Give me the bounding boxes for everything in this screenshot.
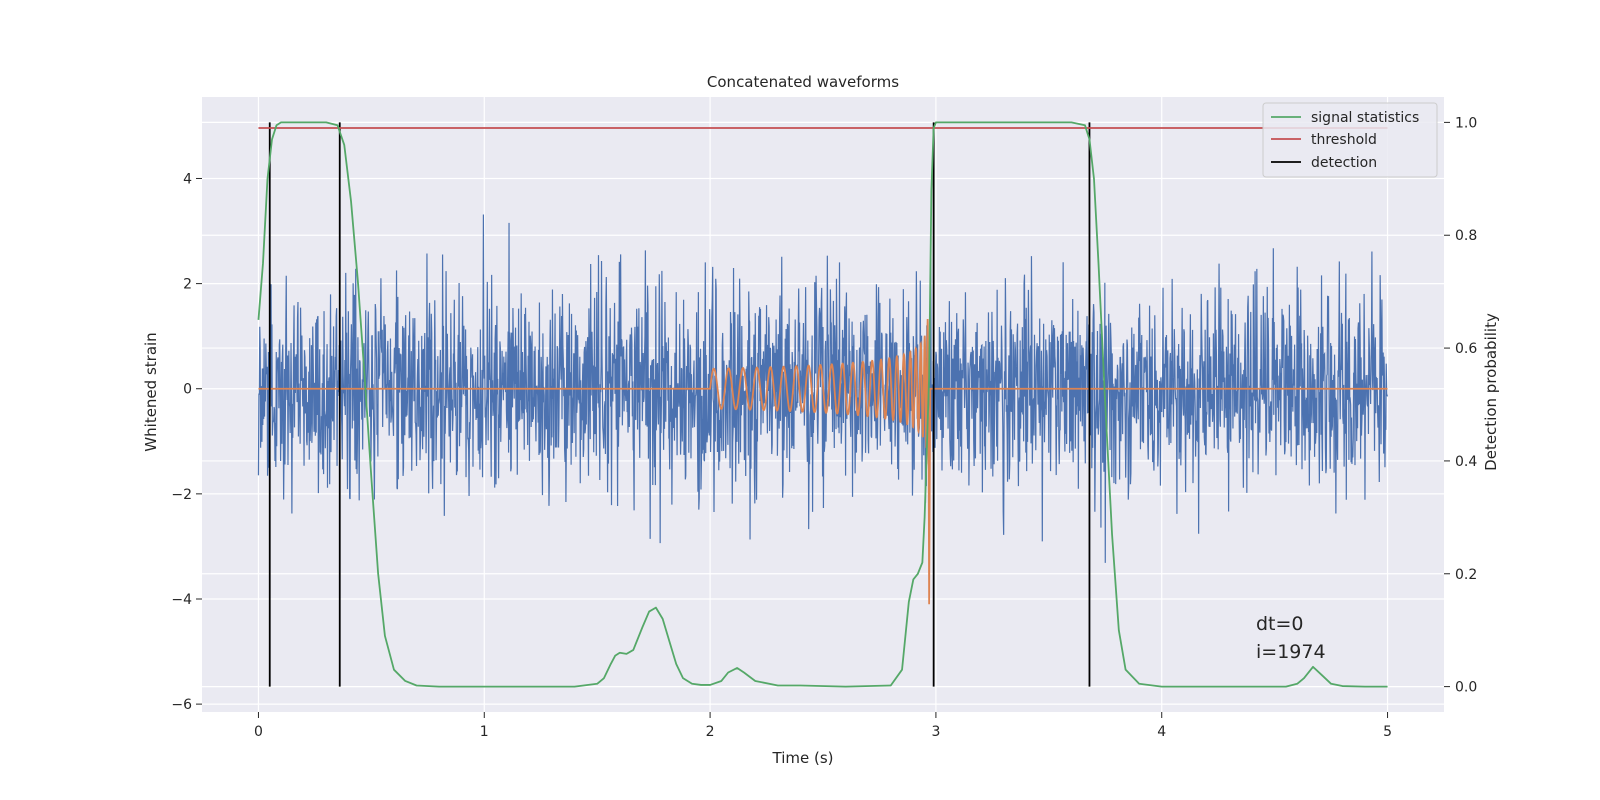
y-tick-label-5: 4 [183, 171, 192, 187]
y-right-tick-label-1: 0.2 [1455, 567, 1477, 583]
legend: signal statistics threshold detection [1262, 102, 1438, 178]
y-tick-label-0: −6 [171, 697, 192, 713]
legend-box [1262, 102, 1438, 178]
y-axis-label: Whitened strain [142, 332, 160, 451]
x-axis-label: Time (s) [772, 749, 834, 767]
legend-label-signal-statistics: signal statistics [1311, 110, 1419, 126]
x-tick-label-1: 1 [480, 724, 489, 740]
y-right-tick-label-2: 0.4 [1455, 454, 1477, 470]
annotation-dt: dt=0 [1256, 613, 1304, 635]
waveform-line [258, 319, 1388, 605]
chart-title: Concatenated waveforms [707, 73, 899, 91]
x-tick-label-0: 0 [254, 724, 263, 740]
y-right-tick-label-3: 0.6 [1455, 341, 1477, 357]
y-tick-label-3: 0 [183, 382, 192, 398]
y-axis-right-label: Detection probability [1482, 313, 1500, 471]
annotation-index: i=1974 [1256, 641, 1326, 663]
y-right-tick-label-0: 0.0 [1455, 680, 1477, 696]
x-tick-label-5: 5 [1383, 724, 1392, 740]
y-tick-label-4: 2 [183, 277, 192, 293]
x-tick-label-3: 3 [931, 724, 940, 740]
strain-line [257, 214, 1389, 563]
x-tick-label-4: 4 [1157, 724, 1166, 740]
y-right-tick-label-5: 1.0 [1455, 115, 1477, 131]
axes: 0 1 2 3 4 5 −6 −4 −2 0 2 4 0.0 0.2 0.4 0.6 0.8 1.0 [171, 115, 1477, 740]
legend-label-threshold: threshold [1311, 132, 1377, 148]
x-tick-label-2: 2 [706, 724, 715, 740]
plot-series [257, 121, 1389, 688]
legend-label-detection: detection [1311, 155, 1377, 171]
y-tick-label-1: −4 [171, 592, 192, 608]
y-right-tick-label-4: 0.8 [1455, 228, 1477, 244]
signal-statistics-line [257, 121, 1388, 688]
y-tick-label-2: −2 [171, 487, 192, 503]
